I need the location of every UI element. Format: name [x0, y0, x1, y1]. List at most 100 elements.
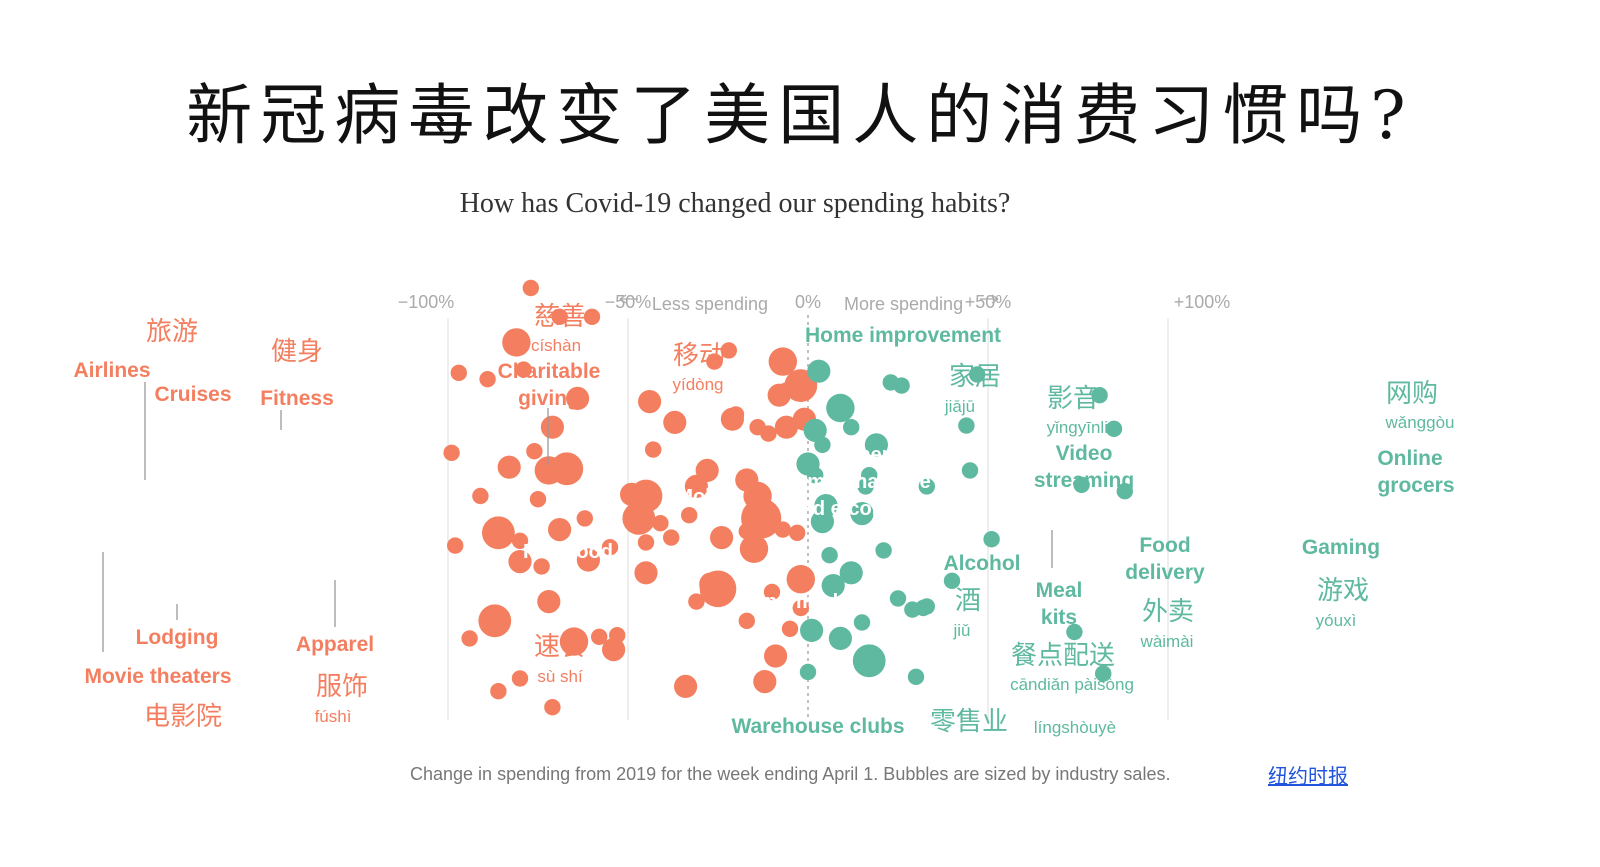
- bubble: [821, 574, 845, 598]
- label-pinyin: wǎnggòu: [1384, 413, 1454, 432]
- bubble: [681, 507, 698, 524]
- bubble: [969, 366, 986, 383]
- bubble: [875, 542, 892, 559]
- bubble: [1116, 483, 1134, 500]
- more-spending-label: More spending: [844, 294, 963, 314]
- bubble: [652, 515, 669, 532]
- x-tick-label: −100%: [398, 292, 455, 312]
- bubble: [781, 620, 799, 637]
- label-pinyin: císhàn: [531, 336, 581, 355]
- bubble: [727, 406, 745, 423]
- bubble: [741, 498, 782, 539]
- label-cn: 旅游: [146, 317, 198, 347]
- bubble: [515, 361, 532, 378]
- label-en: Apparel: [296, 633, 374, 656]
- bubble: [1105, 420, 1123, 437]
- right-arrow-icon: [980, 294, 999, 304]
- label-pinyin: yóuxì: [1316, 611, 1357, 630]
- label-cn: 服饰: [316, 672, 368, 702]
- label-en-inside: merchandise: [807, 471, 930, 493]
- bubble: [839, 561, 863, 585]
- bubble: [1095, 665, 1112, 682]
- source-link[interactable]: 纽约时报: [1268, 766, 1348, 788]
- bubble: [1091, 387, 1108, 404]
- label-en-inside: General: [832, 444, 906, 466]
- bubble: [850, 502, 874, 526]
- label-en: Meal: [1036, 579, 1083, 602]
- bubble: [522, 279, 539, 297]
- bubble: [918, 598, 935, 615]
- bubble: [774, 521, 791, 538]
- bubble: [482, 516, 515, 550]
- bubble: [720, 342, 737, 359]
- chart-subtitle: How has Covid-19 changed our spending ha…: [459, 188, 1011, 219]
- bubble: [710, 526, 734, 550]
- bubble: [764, 644, 788, 668]
- label-en-inside: Mobile: [676, 486, 739, 508]
- bubble: [609, 627, 626, 644]
- chart-caption: Change in spending from 2019 for the wee…: [410, 764, 1171, 784]
- label-cn: 外卖: [1142, 597, 1194, 627]
- label-cn: 餐点配送: [1011, 641, 1115, 671]
- bubble: [706, 353, 723, 370]
- label-en-inside: and e-commerce: [790, 498, 949, 520]
- bubble: [601, 539, 619, 556]
- x-tick-label: +50%: [965, 292, 1012, 312]
- x-tick-label: +100%: [1174, 292, 1231, 312]
- bubble: [760, 425, 777, 442]
- bubble: [1073, 476, 1090, 493]
- bubble: [814, 436, 831, 453]
- bubble: [983, 531, 1000, 548]
- bubble: [826, 393, 855, 423]
- label-en: Home improvement: [805, 324, 1001, 347]
- bubble: [529, 491, 547, 508]
- label-cn: 移动: [673, 341, 725, 371]
- label-en: Gaming: [1302, 536, 1380, 559]
- bubble: [629, 479, 663, 513]
- bubble: [583, 308, 601, 325]
- bubble: [739, 534, 769, 564]
- bubble: [864, 433, 888, 457]
- bubble: [443, 444, 460, 461]
- label-cn: 速食: [534, 632, 586, 662]
- page-title: 新冠病毒改变了美国人的消费习惯吗?: [186, 77, 1414, 154]
- bubble: [450, 364, 467, 381]
- label-en: grocers: [1377, 474, 1454, 497]
- label-en: Airlines: [73, 359, 150, 382]
- bubble: [768, 347, 798, 376]
- bubble: [853, 614, 871, 631]
- bubble: [479, 371, 496, 388]
- bubble: [789, 524, 806, 541]
- bubble: [602, 638, 626, 662]
- bubble: [799, 663, 817, 681]
- label-pinyin: yídòng: [672, 375, 723, 394]
- label-pinyin: cāndiǎn pàisòng: [1010, 675, 1134, 694]
- label-en: Alcohol: [944, 552, 1021, 575]
- bubble: [533, 558, 550, 575]
- label-en: Fitness: [260, 387, 334, 410]
- bubble: [548, 518, 572, 542]
- bubble: [738, 612, 755, 629]
- label-cn: 零售业: [930, 707, 1008, 737]
- bubble: [918, 478, 935, 495]
- bubble: [843, 419, 860, 436]
- label-cn: 网购: [1386, 379, 1438, 409]
- bubble: [551, 308, 568, 325]
- label-en: Movie theaters: [84, 665, 231, 688]
- bubble: [774, 415, 798, 439]
- bubble: [461, 630, 478, 647]
- bubble: [497, 455, 521, 479]
- bubble-layer: [443, 279, 1134, 716]
- bubble: [688, 593, 705, 610]
- bubble: [490, 683, 507, 700]
- label-en: Charitable: [498, 360, 601, 383]
- label-pinyin: fúshì: [315, 707, 352, 726]
- bubble: [645, 441, 662, 458]
- label-pinyin: wàimài: [1140, 632, 1194, 651]
- bubble: [663, 529, 680, 546]
- bubble: [559, 627, 589, 656]
- bubble: [907, 668, 925, 685]
- less-spending-label: Less spending: [652, 294, 768, 314]
- bubble: [447, 537, 464, 554]
- bubble: [889, 590, 907, 607]
